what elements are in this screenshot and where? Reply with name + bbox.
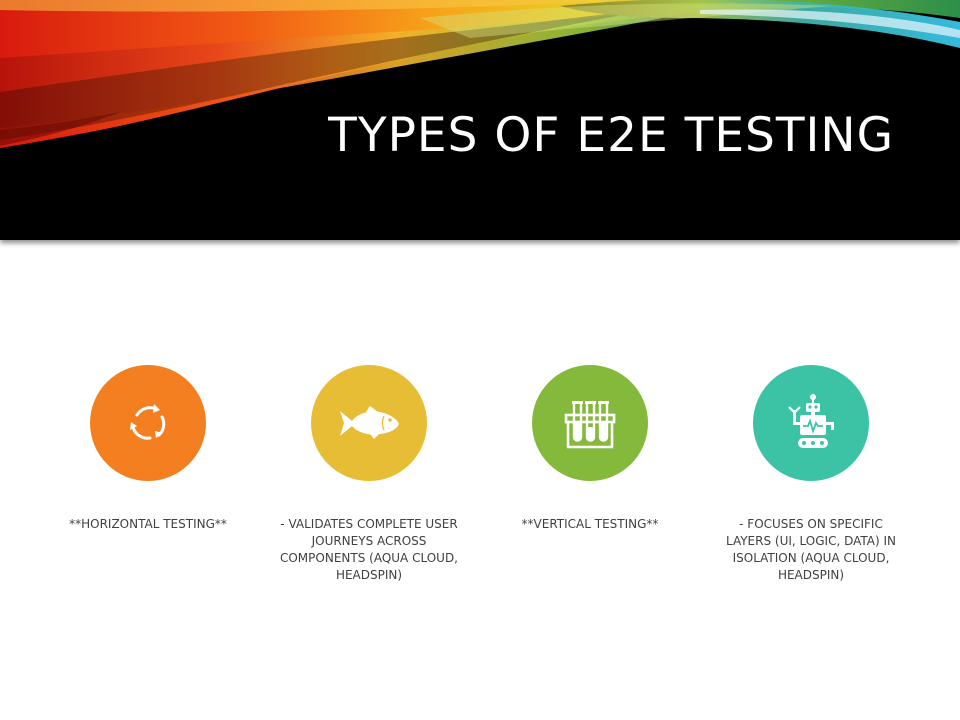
vertical-testing-icon-circle: [532, 365, 648, 481]
user-journeys-caption: - VALIDATES COMPLETE USER JOURNEYS ACROS…: [279, 517, 458, 582]
user-journeys-icon-circle: [311, 365, 427, 481]
vertical-testing-caption: **VERTICAL TESTING**: [521, 517, 659, 531]
decorative-swoosh: [0, 0, 960, 148]
slide-title: TYPES OF E2E TESTING: [328, 108, 894, 163]
specific-layers-icon-circle: [753, 365, 869, 481]
specific-layers-caption: - FOCUSES ON SPECIFIC LAYERS (UI, LOGIC,…: [725, 517, 897, 582]
fish-icon: [340, 406, 399, 439]
horizontal-testing-icon-circle: [90, 365, 206, 481]
header-band: TYPES OF E2E TESTING: [0, 0, 960, 240]
robot-icon: [788, 394, 834, 448]
refresh-cycle-icon: [130, 404, 166, 440]
horizontal-testing-caption: **HORIZONTAL TESTING**: [69, 517, 227, 531]
test-tubes-icon: [564, 401, 616, 449]
